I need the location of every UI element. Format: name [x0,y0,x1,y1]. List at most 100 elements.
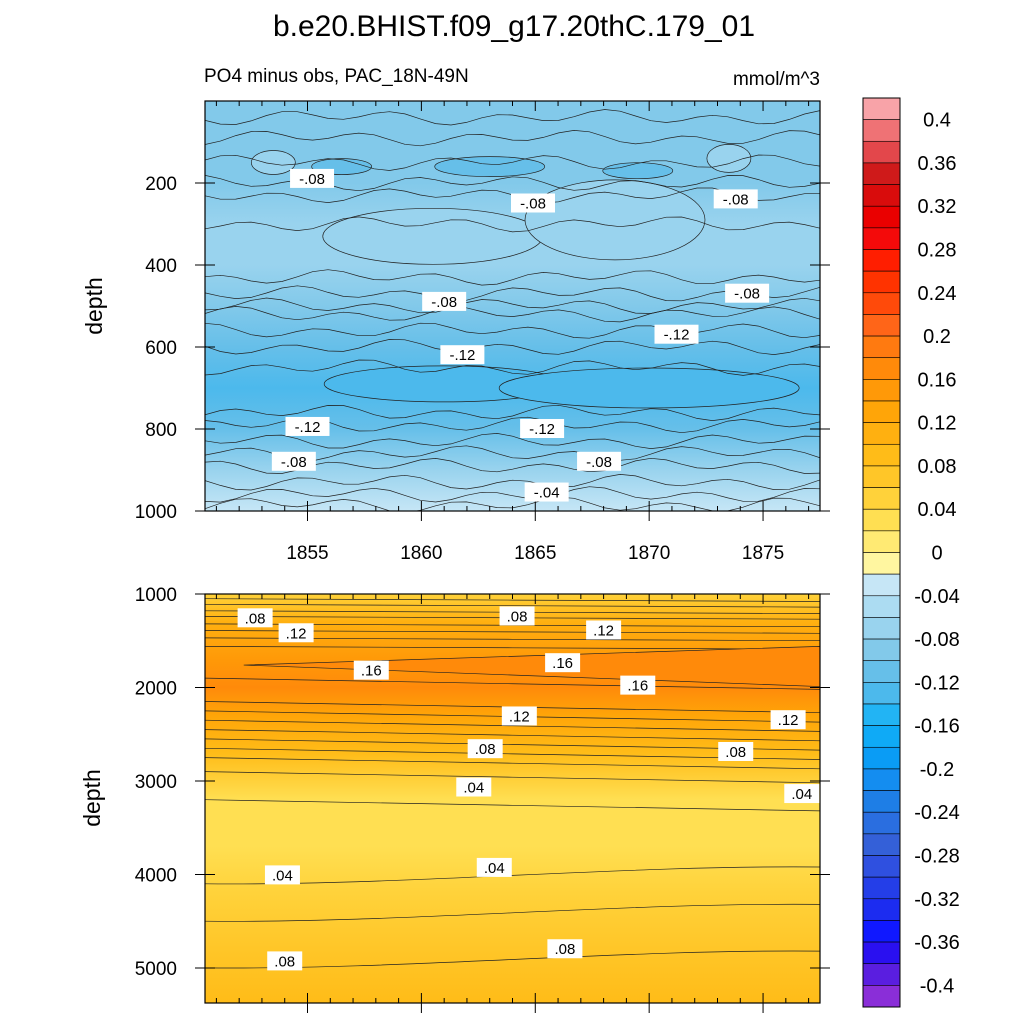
colorbar: 0.4 0.36 0.32 0.28 0.24 0.2 0.16 0.12 0.08 0.04 0 -… [862,97,960,1008]
colorbar-box [862,855,901,878]
contour-label-box [725,283,770,303]
colorbar-box [862,379,901,402]
upper-panel: 1855 1860 1865 1870 1875 200 400 600 800 1000 -.0… [81,100,830,564]
contour-label: -.04 [534,485,560,502]
colorbar-label: 0.16 [918,369,957,391]
upper-contour-field [205,101,820,511]
contour-line [205,433,820,449]
contour-label-box [499,606,535,626]
colorbar-box [862,595,901,618]
contour-label-box [440,345,485,365]
y-tick-label: 600 [145,338,177,359]
contour-label: -.08 [520,196,546,213]
colorbar-box [862,638,901,662]
colorbar-box [862,811,901,835]
colorbar-box [862,205,901,229]
colorbar-box [862,400,901,423]
chart-subtitle: PO4 minus obs, PAC_18N-49N [204,66,469,87]
lower-y-axis-label: depth [79,769,105,827]
contour-label-box [520,419,565,438]
contour-label-box [278,623,314,643]
colorbar-box [862,660,901,683]
colorbar-box [862,314,901,337]
y-tick-label: 400 [145,256,177,277]
contour-label-box [285,416,330,436]
contour-label-box [267,951,303,971]
colorbar-box [862,335,901,359]
contour-label: .04 [791,786,812,803]
y-tick-label: 3000 [135,772,177,793]
contour-label-box [422,291,467,311]
colorbar-label: -0.28 [914,846,960,868]
contour-label: .08 [245,610,266,627]
colorbar-box [862,876,901,900]
upper-axis-ticks: 1855 1860 1865 1870 1875 200 400 600 800 1000 [135,101,830,564]
contour-line [205,322,820,339]
colorbar-label: -0.32 [914,889,960,911]
y-tick-label: 4000 [135,865,177,886]
colorbar-box [862,119,901,142]
colorbar-box [862,768,901,791]
contour-label-box [718,741,754,761]
colorbar-label: 0.12 [918,413,957,435]
contour-line [205,404,820,421]
x-tick-label: 1870 [628,543,670,564]
contour-line [205,486,820,503]
colorbar-box [862,941,901,965]
colorbar-box [862,140,901,164]
contour-label: -.08 [299,171,325,188]
contour-label-box [654,324,699,344]
colorbar-frame [862,97,901,1008]
colorbar-label: 0.04 [918,499,957,521]
colorbar-box [862,97,901,120]
colorbar-box [862,573,901,597]
contour-label-box [353,660,389,680]
contour-label-box [524,482,569,502]
contour-label-box [511,193,555,213]
contour-region [322,207,544,265]
contour-label-box [264,865,300,885]
contour-label-box [456,777,492,797]
colorbar-label: 0.2 [923,326,951,348]
colorbar-label: -0.36 [914,932,960,954]
units-label: mmol/m^3 [733,69,820,90]
contour-region [250,150,296,175]
colorbar-box [862,465,901,488]
contour-label: -.08 [586,454,612,471]
contour-line [205,154,820,171]
lower-axis-ticks: 1000 2000 3000 4000 5000 [135,585,830,1013]
colorbar-box [862,530,901,553]
y-tick-label: 1000 [135,585,177,606]
colorbar-box [862,443,901,467]
upper-contour-labels: -.08 -.08 -.08 -.08 -.08 -.12 -.12 -.12 -.12 -.08… [271,168,770,502]
x-tick-label: 1855 [286,543,328,564]
colorbar-label: 0.32 [918,196,957,218]
contour-label: .08 [725,744,746,761]
contour-line [205,903,820,922]
colorbar-box [862,898,901,921]
contour-label: .12 [286,625,307,642]
contour-label-box [290,168,335,188]
contour-label: .16 [627,678,648,695]
contour-label-box [467,739,503,759]
contour-region [706,144,752,173]
contour-line [205,130,820,147]
contour-label: .04 [463,780,484,797]
colorbar-box [862,508,901,532]
contour-line [205,216,820,233]
contour-label: -.12 [529,421,555,438]
contour-label: .08 [507,608,528,625]
colorbar-label: -0.2 [920,759,954,781]
contour-line [205,339,820,355]
contour-label: .16 [552,655,573,672]
colorbar-label: -0.24 [914,802,960,824]
contour-line [205,109,820,126]
colorbar-box [862,963,901,986]
contour-label: -.12 [664,327,690,344]
upper-contour-blobs [250,144,800,409]
colorbar-box [862,790,901,813]
contour-label-box [620,675,656,695]
colorbar-box [862,270,901,294]
contour-label: .16 [361,663,382,680]
